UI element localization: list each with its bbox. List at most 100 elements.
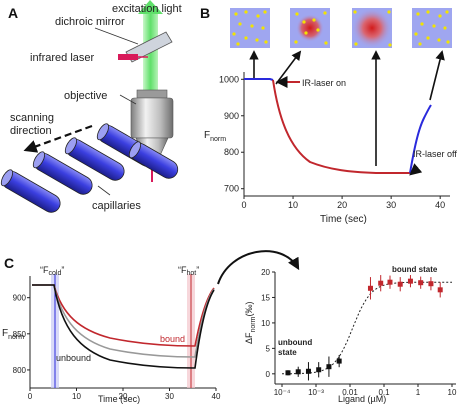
x-tick-label: 0.1 [378,388,390,397]
unbound-label: unbound [56,353,91,363]
y-tick-label: 20 [261,268,270,277]
infrared-laser-shape [118,54,138,60]
x-tick-label: 40 [212,392,221,401]
bound-label: bound [160,334,185,344]
panel-c-left-ylabel: Fnorm [2,328,24,341]
bound-trace [32,284,215,347]
y-tick-label: 15 [261,293,270,302]
capillary [128,141,179,179]
panel-b-axes [243,72,450,197]
x-tick-label: 10⁻⁴ [274,388,291,397]
panel-b-ticks: 0 10 20 30 40 700 800 900 1000 [219,74,445,210]
label-direction: direction [10,125,52,137]
unbound-point [326,364,332,370]
bound-state-label: bound state [392,265,438,274]
bound-point [437,287,443,293]
mid-trace [32,284,215,358]
y-tick-label: 800 [13,366,27,375]
x-tick-label: 0 [28,392,33,401]
capillary [0,169,61,213]
leader-capillaries [97,185,111,196]
x-tick-label: 0.01 [342,388,358,397]
excitation-arrowhead [138,0,163,14]
state-thumbnail [230,8,270,48]
x-tick-label: 30 [165,392,174,401]
y-tick-label: 900 [224,111,239,121]
panel-b-xlabel: Time (sec) [320,214,367,225]
panel-c-right-ylabel: ΔFnorm(‰) [244,302,257,344]
baseline-trace [244,78,274,81]
x-tick-label: 0 [241,200,246,210]
label-infrared-laser: infrared laser [30,52,95,64]
label-excitation-light: excitation light [112,3,182,15]
panel-c-right-xlabel: Ligand (µM) [338,394,386,404]
capillary [32,151,93,195]
y-tick-label: 900 [13,294,27,303]
x-tick-label: 10 [72,392,81,401]
laser-off-label: IR-laser off [413,149,457,159]
fit-curve [282,281,452,375]
objective-body [130,97,174,139]
x-tick-label: 30 [386,200,396,210]
panel-c-right-ticks: 10⁻⁴ 10⁻³ 0.01 0.1 1 10 0 5 10 15 20 [261,268,457,397]
y-tick-label: 0 [266,370,271,379]
y-tick-label: 1000 [219,74,239,84]
panel-b: B [200,5,457,225]
heated-trace [272,79,410,174]
y-tick-label: 10 [261,319,270,328]
x-tick-label: 10 [448,388,457,397]
label-objective: objective [64,90,107,102]
y-tick-label: 800 [224,147,239,157]
leader-dichroic [94,27,139,45]
unbound-point [316,367,322,373]
fhot-label: “Fhot” [178,265,199,277]
unbound-point [336,358,342,364]
panel-a-letter: A [8,5,18,21]
laser-off-arrow [409,163,423,176]
unbound-state-line2: state [278,348,297,357]
label-scanning: scanning [10,112,54,124]
transition-arrow [217,250,300,285]
objective-top [136,89,168,99]
y-tick-label: 5 [266,344,271,353]
unbound-point [285,370,291,376]
fcold-label: “Fcold” [40,265,64,277]
bound-point [407,278,413,284]
panel-a: A [0,0,182,213]
panel-c-right-marks [282,275,452,381]
state-thumbnail [412,8,452,48]
bound-point [378,280,384,286]
unbound-state-line1: unbound [278,338,312,347]
x-tick-label: 1 [416,388,421,397]
panel-c-left-xlabel: Time (sec) [98,394,140,404]
panel-c-right-axes [274,272,456,385]
pointer-arrow [275,50,302,85]
capillary [64,137,125,181]
bound-point [367,285,373,291]
scanning-arrow [23,124,93,153]
state-thumbnail [290,8,330,48]
laser-on-label: IR-laser on [302,78,346,88]
bound-point [397,281,403,287]
unbound-trace [32,284,215,369]
unbound-point [295,369,301,375]
capillaries-group [0,123,179,213]
panel-b-letter: B [200,5,210,21]
x-tick-label: 10⁻³ [308,388,324,397]
y-tick-label: 700 [224,184,239,194]
bound-point [428,281,434,287]
state-thumbnail [352,8,392,48]
x-tick-label: 40 [435,200,445,210]
label-dichroic-line1: dichroic mirror [55,16,125,28]
leader-objective [119,94,137,105]
x-tick-label: 20 [119,392,128,401]
pointer-arrow [429,50,445,101]
panel-c-left-ticks: 0 10 20 30 40 800 850 900 [13,294,221,401]
bound-point [418,280,424,286]
recovery-trace [409,104,432,174]
unbound-point [305,368,311,374]
x-tick-label: 20 [337,200,347,210]
x-tick-label: 10 [288,200,298,210]
panel-b-ylabel: Fnorm [204,130,226,143]
